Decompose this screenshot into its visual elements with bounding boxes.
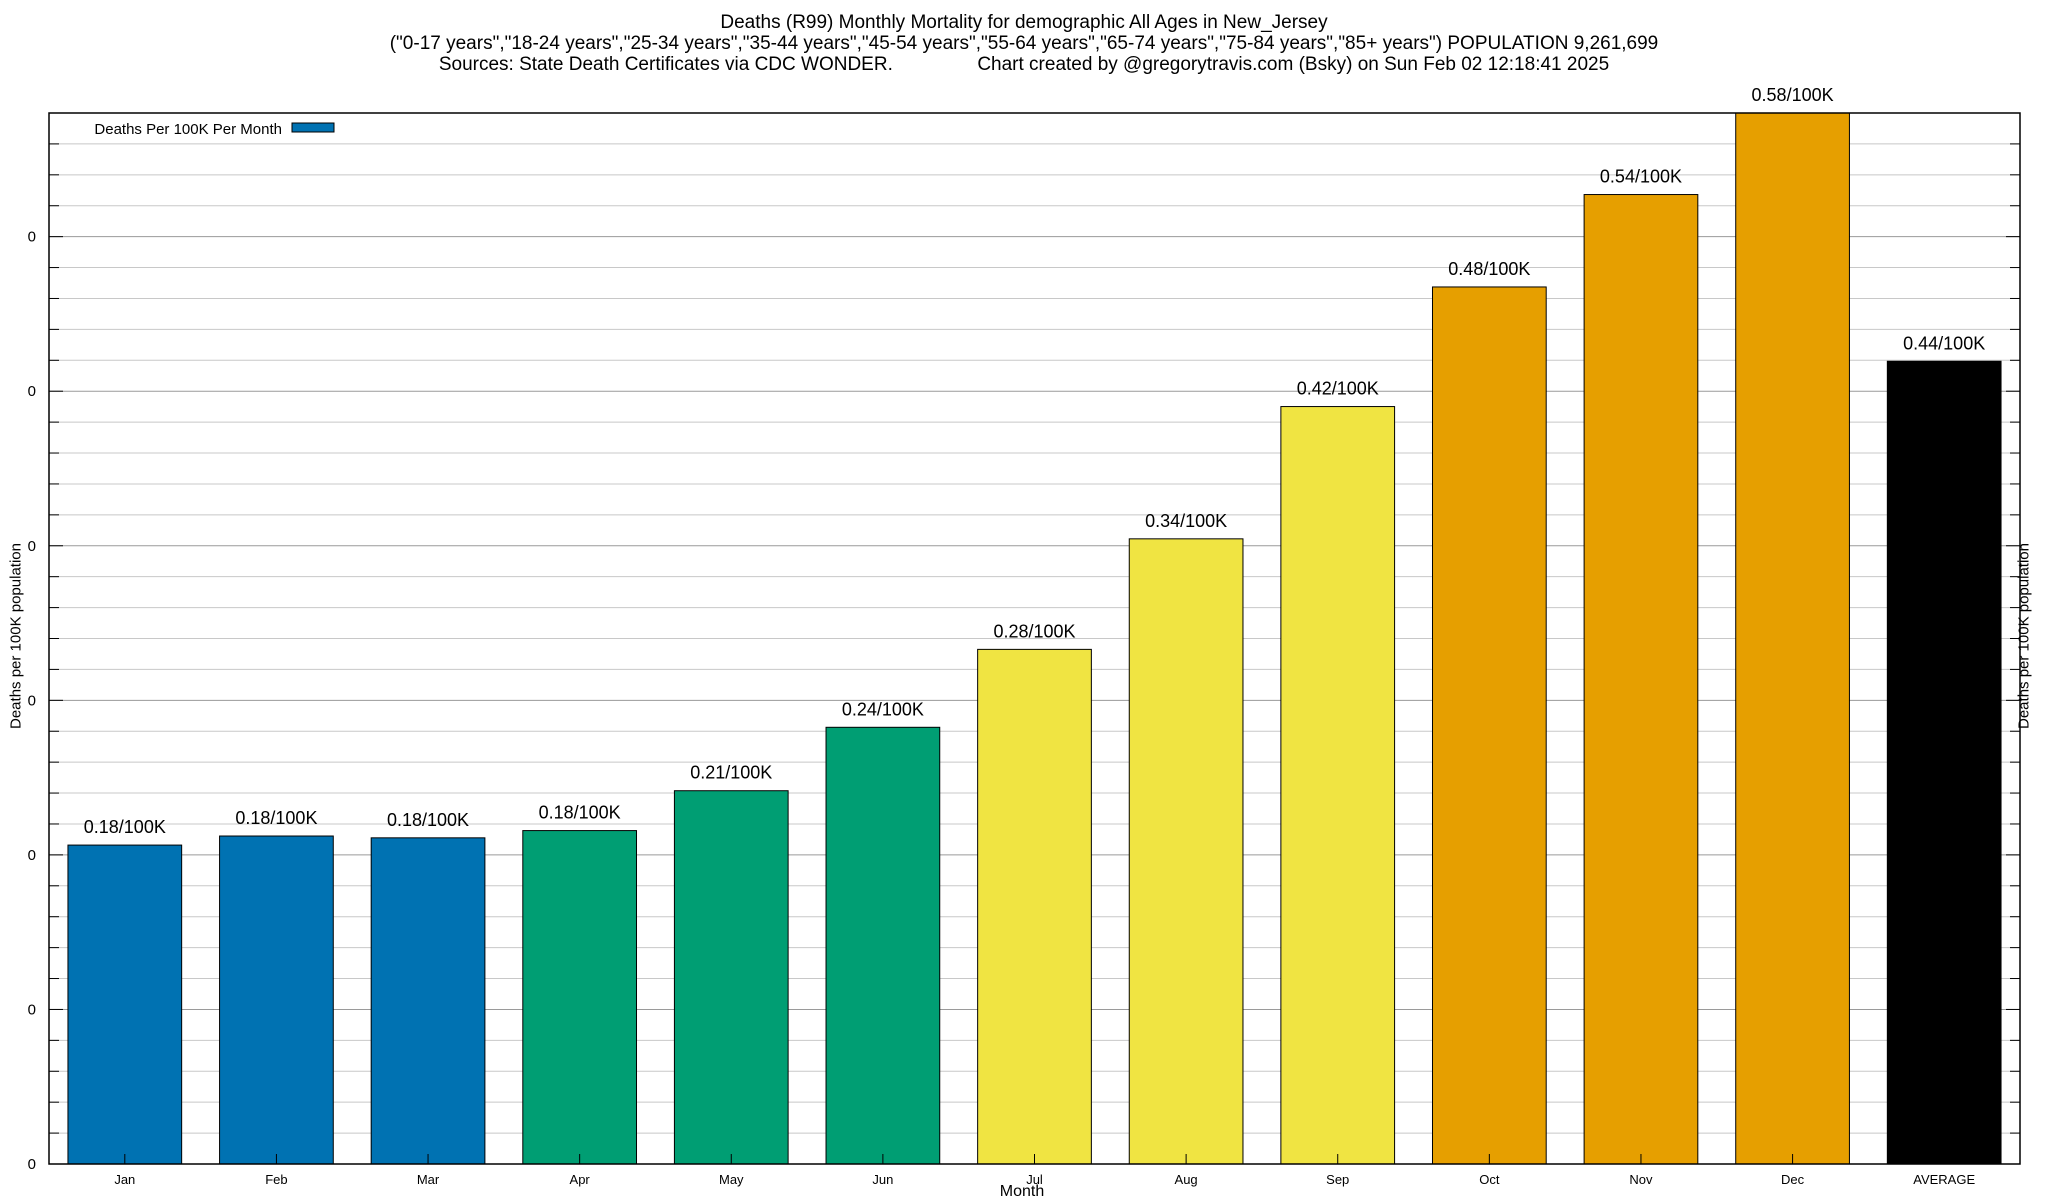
y-tick-label: 0 xyxy=(28,1001,36,1018)
bar-sep xyxy=(1280,406,1396,1165)
x-tick-label: AVERAGE xyxy=(1913,1172,1975,1187)
data-label: 0.18/100K xyxy=(84,817,166,837)
data-label: 0.42/100K xyxy=(1297,379,1379,399)
data-label: 0.21/100K xyxy=(690,763,772,783)
bar-may xyxy=(673,790,789,1165)
x-axis-label: Month xyxy=(999,1183,1045,1200)
bars xyxy=(67,112,2002,1165)
x-tick-label: Dec xyxy=(1781,1172,1805,1187)
data-label: 0.34/100K xyxy=(1145,511,1227,531)
data-label: 0.18/100K xyxy=(387,810,469,830)
plot-frame xyxy=(48,112,2021,1165)
legend: Deaths Per 100K Per Month xyxy=(94,121,335,138)
data-label: 0.54/100K xyxy=(1600,167,1682,187)
x-tick-label: Feb xyxy=(265,1172,287,1187)
bar-average xyxy=(1886,360,2002,1165)
x-tick-label: Mar xyxy=(417,1172,440,1187)
y-tick-label: 0 xyxy=(28,229,36,246)
data-label: 0.18/100K xyxy=(539,803,621,823)
data-label: 0.28/100K xyxy=(993,621,1075,641)
data-labels: 0.18/100K 0.18/100K 0.18/100K 0.18/100K 0.21… xyxy=(84,85,1985,837)
bar-feb xyxy=(219,835,334,1165)
title-line-3: Sources: State Death Certificates via CD… xyxy=(438,54,1610,75)
data-label: 0.24/100K xyxy=(842,699,924,719)
x-tick-label: Jul xyxy=(1026,1172,1043,1187)
x-tick-label: Nov xyxy=(1629,1172,1653,1187)
x-tick-label: Apr xyxy=(570,1172,591,1187)
x-tick-label: Jan xyxy=(114,1172,135,1187)
legend-label: Deaths Per 100K Per Month xyxy=(94,121,282,138)
bar-jul xyxy=(977,648,1092,1165)
bar-mar xyxy=(370,837,486,1165)
title-line-2: ("0-17 years","18-24 years","25-34 years… xyxy=(389,33,1659,54)
bar-nov xyxy=(1583,194,1699,1165)
y-tick-label: 0 xyxy=(28,692,36,709)
bar-jan xyxy=(67,844,183,1165)
x-tick-labels: Jan Feb Mar Apr May Jun Jul Aug Sep Oct Nov Dec AVER… xyxy=(114,1154,1975,1187)
data-label: 0.18/100K xyxy=(235,808,317,828)
x-tick-label: May xyxy=(719,1172,744,1187)
title-line-1: Deaths (R99) Monthly Mortality for demog… xyxy=(720,12,1328,33)
data-label: 0.44/100K xyxy=(1903,333,1985,353)
data-label: 0.58/100K xyxy=(1752,85,1834,105)
bar-oct xyxy=(1431,286,1547,1165)
bar-jun xyxy=(825,726,941,1165)
chart-title: Deaths (R99) Monthly Mortality for demog… xyxy=(0,12,2048,75)
y-tick-label: 0 xyxy=(28,538,36,555)
legend-swatch xyxy=(291,122,335,133)
x-tick-label: Aug xyxy=(1175,1172,1198,1187)
x-tick-label: Oct xyxy=(1479,1172,1500,1187)
x-tick-label: Jun xyxy=(872,1172,893,1187)
bar-dec xyxy=(1735,112,1850,1165)
y-tick-label: 0 xyxy=(28,1156,36,1173)
x-tick-label: Sep xyxy=(1326,1172,1349,1187)
y-tick-label: 0 xyxy=(28,847,36,864)
bar-apr xyxy=(522,830,638,1165)
y-tick-label: 0 xyxy=(28,383,36,400)
bar-aug xyxy=(1128,538,1244,1165)
data-label: 0.48/100K xyxy=(1448,259,1530,279)
